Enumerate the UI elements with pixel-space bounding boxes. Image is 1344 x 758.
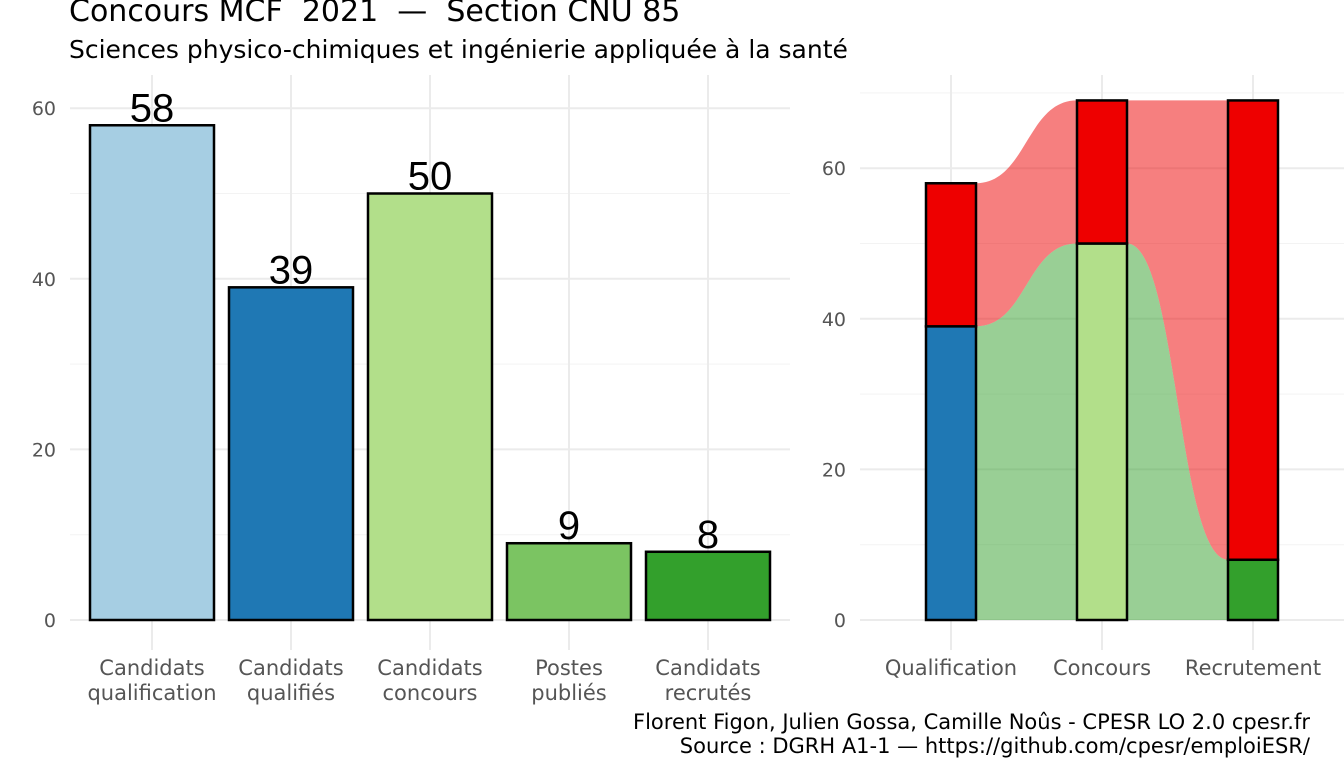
x-tick-label: Candidats: [238, 656, 343, 680]
x-tick-label: Candidats: [655, 656, 760, 680]
x-tick-label: qualifiés: [247, 681, 335, 705]
y-tick-label: 40: [822, 309, 846, 331]
stack-segment: [1075, 99, 1129, 245]
x-tick-label: qualification: [87, 681, 216, 705]
x-tick-label: recrutés: [665, 681, 752, 705]
y-tick-label: 20: [32, 439, 56, 461]
chart-title: Concours MCF 2021 — Section CNU 85: [69, 0, 681, 29]
bar: [505, 541, 633, 622]
flow-ribbon-red: [926, 100, 1278, 560]
chart-subtitle: Sciences physico-chimiques et ingénierie…: [69, 35, 848, 64]
bar: [366, 192, 494, 622]
caption-source: Source : DGRH A1-1 — https://github.com/…: [679, 734, 1310, 758]
x-tick-label: publiés: [531, 681, 607, 705]
x-tick-label: Concours: [1053, 656, 1151, 680]
bar-value-label: 39: [269, 248, 314, 292]
stack-segment: [1226, 99, 1280, 562]
bar-value-label: 50: [408, 155, 453, 199]
stack-segment: [924, 182, 978, 328]
stack-segment: [1226, 558, 1280, 622]
bar: [227, 286, 355, 622]
y-tick-label: 60: [822, 158, 846, 180]
caption-authors: Florent Figon, Julien Gossa, Camille Noû…: [633, 710, 1310, 734]
y-tick-label: 40: [32, 269, 56, 291]
y-tick-label: 60: [32, 98, 56, 120]
y-tick-label: 0: [834, 610, 846, 632]
x-tick-label: Recrutement: [1185, 656, 1321, 680]
y-tick-label: 0: [44, 610, 56, 632]
stack-segment: [924, 325, 978, 622]
bar: [644, 550, 772, 622]
bar-value-label: 58: [130, 86, 175, 130]
stack-segment: [1075, 242, 1129, 622]
bar: [88, 124, 216, 622]
x-tick-label: Qualification: [885, 656, 1017, 680]
x-tick-label: Candidats: [99, 656, 204, 680]
x-tick-label: concours: [383, 681, 478, 705]
bar-value-label: 8: [697, 513, 719, 557]
x-tick-label: Postes: [535, 656, 603, 680]
bar-value-label: 9: [558, 504, 580, 548]
x-tick-label: Candidats: [377, 656, 482, 680]
y-tick-label: 20: [822, 459, 846, 481]
